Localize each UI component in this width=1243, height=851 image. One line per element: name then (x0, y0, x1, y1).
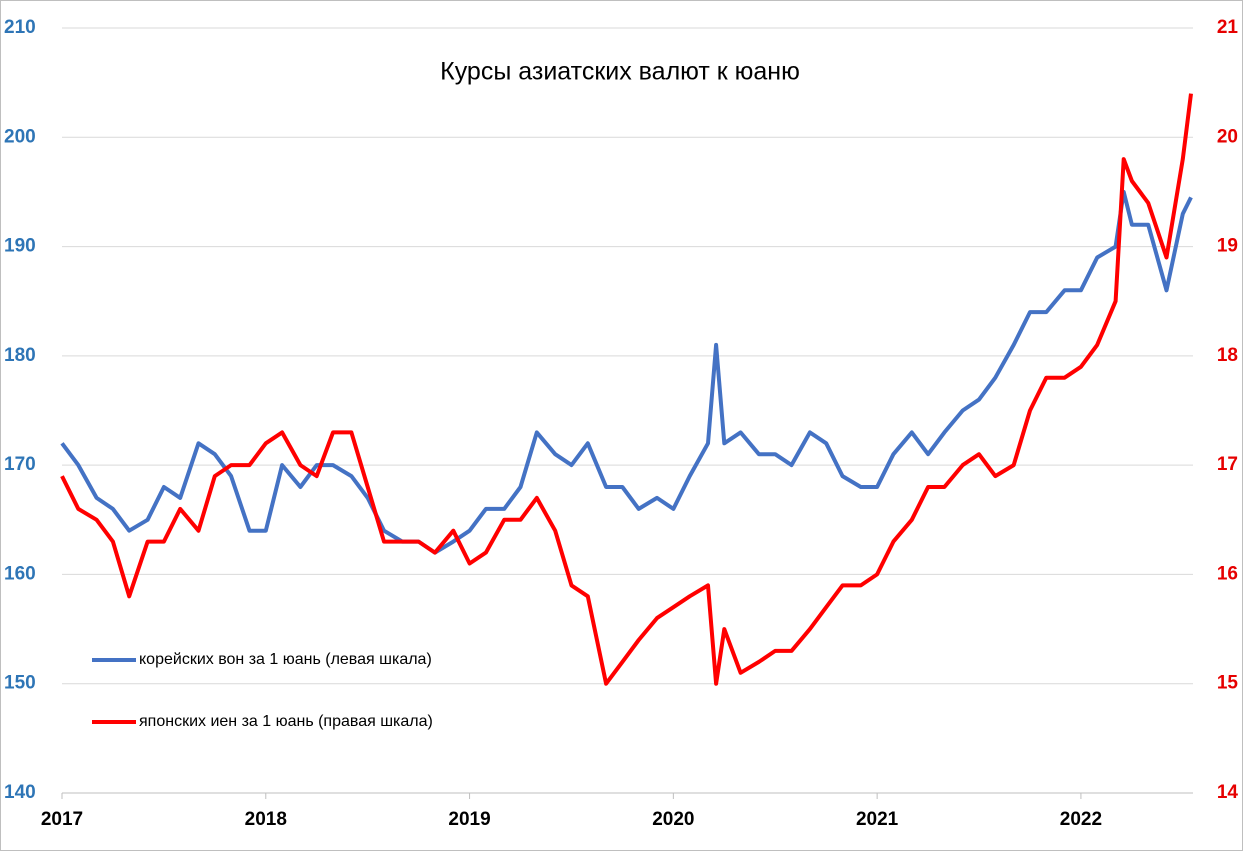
y2-tick-label: 20 (1217, 126, 1238, 147)
x-tick-label: 2022 (1060, 809, 1102, 830)
y-tick-label: 140 (4, 782, 36, 803)
y2-tick-label: 18 (1217, 345, 1238, 366)
y-tick-label: 190 (4, 236, 36, 257)
legend-label: корейских вон за 1 юань (левая шкала) (139, 651, 432, 668)
y-tick-label: 160 (4, 563, 36, 584)
y-tick-label: 180 (4, 345, 36, 366)
y-tick-label: 210 (4, 17, 36, 38)
chart-title: Курсы азиатских валют к юаню (440, 58, 800, 86)
y-tick-label: 170 (4, 454, 36, 475)
x-tick-label: 2018 (245, 809, 287, 830)
y-tick-label: 200 (4, 126, 36, 147)
x-tick-label: 2019 (448, 809, 490, 830)
legend-label: японских иен за 1 юань (правая шкала) (139, 713, 433, 730)
x-tick-label: 2017 (41, 809, 83, 830)
y-tick-label: 150 (4, 673, 36, 694)
x-tick-label: 2021 (856, 809, 899, 830)
y2-tick-label: 16 (1217, 563, 1238, 584)
y2-tick-label: 17 (1217, 454, 1238, 475)
y2-tick-label: 15 (1217, 673, 1239, 694)
y2-tick-label: 21 (1217, 17, 1239, 38)
series-line (60, 189, 1193, 555)
series-line (60, 93, 1193, 686)
y2-tick-label: 19 (1217, 236, 1238, 257)
y2-tick-label: 14 (1217, 782, 1239, 803)
x-tick-label: 2020 (652, 809, 694, 830)
